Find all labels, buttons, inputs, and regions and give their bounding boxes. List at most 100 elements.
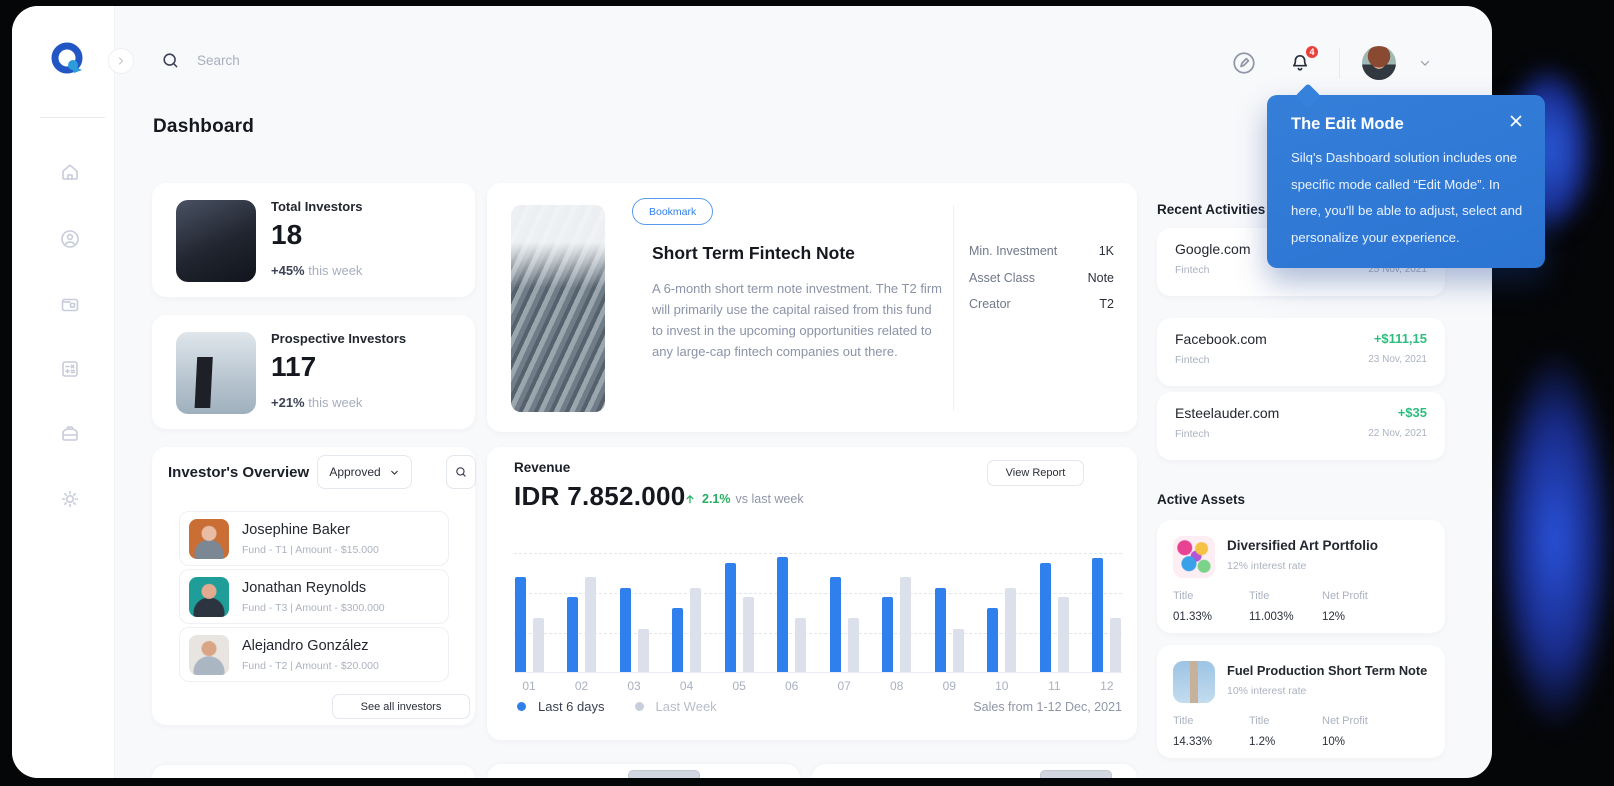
investors-icon	[61, 230, 79, 248]
bar-group	[672, 553, 702, 672]
bar-group	[1039, 553, 1069, 672]
investor-name: Josephine Baker	[242, 522, 351, 538]
asset-stat-value: 1.2%	[1249, 736, 1276, 748]
search-icon	[456, 467, 466, 477]
activity-date: 22 Nov, 2021	[1368, 428, 1427, 439]
sidebar-collapse-button[interactable]	[108, 48, 134, 74]
stat-delta-pct: +21%	[271, 395, 305, 410]
edit-mode-button[interactable]	[1227, 46, 1261, 80]
asset-stat-label: Title	[1173, 715, 1194, 727]
investor-detail: Fund - T1 | Amount - $15.000	[242, 544, 379, 556]
activity-item[interactable]: Facebook.com Fintech +$111,15 23 Nov, 20…	[1157, 318, 1445, 386]
prospective-investors-image	[176, 332, 256, 414]
legend-label-last-6-days: Last 6 days	[538, 699, 605, 714]
meta-row: Asset Class Note	[969, 271, 1114, 285]
asset-stat-value: 01.33%	[1173, 611, 1213, 623]
asset-stat: Title 01.33%	[1173, 590, 1212, 623]
notifications-button[interactable]: 4	[1283, 44, 1320, 80]
profile-chevron-down-icon[interactable]	[1418, 56, 1432, 70]
investor-list-item[interactable]: Jonathan Reynolds Fund - T3 | Amount - $…	[179, 569, 449, 624]
asset-stat-label: Net Profit	[1322, 590, 1368, 602]
legend-dot-last-6-days	[517, 702, 526, 711]
meta-row: Creator T2	[969, 297, 1114, 311]
chevron-right-icon	[118, 57, 124, 65]
activity-category: Fintech	[1175, 354, 1210, 366]
stat-delta: +21% this week	[271, 395, 362, 410]
sidebar-divider	[40, 117, 105, 118]
asset-item[interactable]: Fuel Production Short Term Note 10% inte…	[1157, 645, 1445, 758]
meta-label: Asset Class	[969, 271, 1035, 285]
stat-delta-period: this week	[304, 395, 363, 410]
asset-stat: Title 11.003%	[1249, 590, 1294, 623]
bar-last-week	[742, 597, 754, 672]
wallet-icon	[61, 298, 79, 312]
view-report-button[interactable]: View Report	[987, 460, 1084, 486]
status-filter-select[interactable]: Approved	[317, 455, 412, 489]
portfolio-icon	[62, 426, 78, 441]
chart-gridline	[514, 593, 1122, 594]
bar-last-6-days	[567, 597, 579, 672]
stat-label: Prospective Investors	[271, 331, 407, 346]
meta-label: Min. Investment	[969, 244, 1058, 258]
stat-delta-pct: +45%	[271, 263, 305, 278]
meta-value: T2	[1099, 297, 1114, 311]
home-icon	[62, 164, 78, 180]
search-icon	[163, 53, 178, 68]
meta-row: Min. Investment 1K	[969, 244, 1114, 258]
bar-last-6-days	[829, 576, 841, 672]
sidebar-item-portfolio[interactable]	[58, 422, 82, 446]
decorative-blue-splash	[1480, 300, 1614, 780]
activity-item[interactable]: Esteelauder.com Fintech +$35 22 Nov, 202…	[1157, 392, 1445, 460]
settings-icon	[61, 490, 79, 508]
x-tick-label: 11	[1048, 679, 1061, 693]
bar-last-week	[952, 629, 964, 672]
stat-label: Total Investors	[271, 199, 363, 214]
sidebar-item-calculator[interactable]	[58, 357, 82, 381]
sidebar-item-wallet[interactable]	[58, 293, 82, 317]
activity-amount: +$35	[1397, 405, 1427, 420]
calculator-icon	[62, 361, 78, 377]
legend-dot-last-week	[634, 702, 644, 711]
user-avatar[interactable]	[1362, 46, 1396, 80]
bar-group	[1092, 553, 1122, 672]
edit-mode-popup-title: The Edit Mode	[1291, 115, 1404, 133]
bar-group	[987, 553, 1017, 672]
bar-group	[567, 553, 597, 672]
revenue-delta-suffix: vs last week	[735, 492, 804, 506]
see-all-investors-button[interactable]: See all investors	[332, 694, 470, 719]
sidebar-item-settings[interactable]	[58, 487, 82, 511]
edit-mode-popup: The Edit Mode Silq's Dashboard solution …	[1267, 95, 1545, 268]
revenue-chart-legend: Last 6 days Last Week	[517, 699, 717, 714]
asset-stat: Net Profit 10%	[1322, 715, 1368, 748]
prospective-investors-card: Prospective Investors 117 +21% this week	[152, 315, 475, 429]
edit-mode-popup-body: Silq's Dashboard solution includes one s…	[1291, 150, 1523, 245]
stat-value: 18	[271, 219, 303, 250]
asset-item[interactable]: Diversified Art Portfolio 12% interest r…	[1157, 520, 1445, 633]
chart-gridline	[514, 553, 1122, 554]
investor-search-button[interactable]	[446, 455, 476, 489]
investor-list-item[interactable]: Josephine Baker Fund - T1 | Amount - $15…	[179, 511, 449, 566]
sidebar-item-home[interactable]	[58, 160, 82, 184]
asset-stat-value: 10%	[1322, 736, 1346, 748]
bar-last-week	[900, 576, 912, 672]
bookmark-badge[interactable]: Bookmark	[632, 198, 714, 225]
status-filter-value: Approved	[329, 465, 381, 479]
asset-image	[1173, 536, 1215, 578]
total-investors-card: Total Investors 18 +45% this week	[152, 183, 475, 297]
x-tick-label: 04	[679, 679, 694, 693]
recent-activities-title: Recent Activities	[1157, 202, 1266, 217]
activity-date: 25 Nov, 2021	[1368, 264, 1427, 275]
asset-interest: 12% interest rate	[1227, 560, 1307, 572]
close-icon[interactable]	[1507, 112, 1525, 130]
investor-list-item[interactable]: Alejandro González Fund - T2 | Amount - …	[179, 627, 449, 682]
bar-group	[882, 553, 912, 672]
investor-avatar	[189, 519, 229, 559]
meta-divider	[953, 205, 954, 411]
search-input[interactable]	[197, 53, 457, 68]
bar-last-week	[795, 618, 807, 672]
sidebar-item-investors[interactable]	[58, 227, 82, 251]
investor-detail: Fund - T2 | Amount - $20.000	[242, 660, 379, 672]
bar-last-6-days	[987, 607, 999, 672]
asset-stat: Title 1.2%	[1249, 715, 1275, 748]
